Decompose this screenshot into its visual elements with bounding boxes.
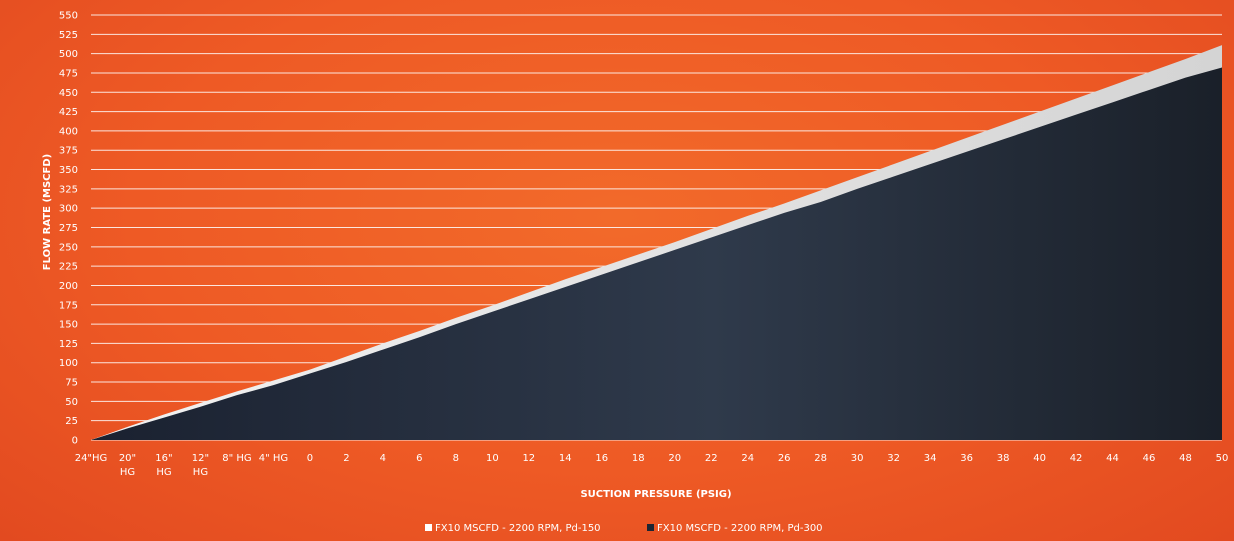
x-tick-label: 18 bbox=[632, 453, 645, 464]
y-tick-label: 225 bbox=[59, 262, 78, 273]
x-tick-label: 4" HG bbox=[259, 453, 288, 464]
y-tick-label: 150 bbox=[59, 320, 78, 331]
x-tick-label: 8 bbox=[453, 453, 459, 464]
series-areas bbox=[91, 45, 1222, 441]
x-tick-label: 6 bbox=[416, 453, 422, 464]
x-tick-label: 24 bbox=[741, 453, 754, 464]
y-tick-label: 450 bbox=[59, 88, 78, 99]
x-tick-label: 8" HG bbox=[222, 453, 251, 464]
x-tick-label: 20 bbox=[668, 453, 681, 464]
y-tick-label: 50 bbox=[65, 397, 78, 408]
x-tick-label: 26 bbox=[778, 453, 791, 464]
x-tick-label: 16 bbox=[595, 453, 608, 464]
y-tick-labels: 0 25 50 75 100 125 150 175 200 225 250 275 300 325 350… bbox=[59, 11, 78, 447]
legend-label: FX10 MSCFD - 2200 RPM, Pd-150 bbox=[435, 523, 601, 534]
legend-swatch bbox=[425, 524, 432, 531]
x-tick-label: 44 bbox=[1106, 453, 1119, 464]
y-tick-label: 375 bbox=[59, 146, 78, 157]
y-tick-label: 100 bbox=[59, 358, 78, 369]
x-tick-label: 30 bbox=[851, 453, 864, 464]
y-tick-label: 525 bbox=[59, 30, 78, 41]
x-tick-label: 22 bbox=[705, 453, 718, 464]
y-tick-label: 400 bbox=[59, 126, 78, 137]
y-tick-label: 425 bbox=[59, 107, 78, 118]
legend-swatch bbox=[647, 524, 654, 531]
series-area-2 bbox=[91, 67, 1222, 440]
y-tick-label: 500 bbox=[59, 49, 78, 60]
y-tick-label: 300 bbox=[59, 204, 78, 215]
y-tick-label: 25 bbox=[65, 416, 78, 427]
y-tick-label: 175 bbox=[59, 300, 78, 311]
y-tick-label: 550 bbox=[59, 11, 78, 22]
x-tick-label: 32 bbox=[887, 453, 900, 464]
x-tick-label: 50 bbox=[1216, 453, 1229, 464]
y-tick-label: 250 bbox=[59, 242, 78, 253]
y-tick-label: 125 bbox=[59, 339, 78, 350]
y-tick-label: 200 bbox=[59, 281, 78, 292]
x-tick-label: 24"HG bbox=[75, 453, 108, 464]
y-tick-label: 350 bbox=[59, 165, 78, 176]
x-tick-label: 4 bbox=[380, 453, 386, 464]
x-tick-label: 12" HG bbox=[192, 453, 209, 478]
y-tick-label: 275 bbox=[59, 223, 78, 234]
y-tick-label: 325 bbox=[59, 184, 78, 195]
x-tick-label: 12 bbox=[522, 453, 535, 464]
legend-label: FX10 MSCFD - 2200 RPM, Pd-300 bbox=[657, 523, 823, 534]
x-tick-label: 2 bbox=[343, 453, 349, 464]
x-tick-label: 42 bbox=[1070, 453, 1083, 464]
x-tick-label: 0 bbox=[307, 453, 313, 464]
x-tick-label: 36 bbox=[960, 453, 973, 464]
x-tick-label: 48 bbox=[1179, 453, 1192, 464]
x-tick-label: 38 bbox=[997, 453, 1010, 464]
x-tick-label: 46 bbox=[1143, 453, 1156, 464]
x-tick-label: 14 bbox=[559, 453, 572, 464]
x-tick-label: 20" HG bbox=[119, 453, 136, 478]
x-tick-label: 16" HG bbox=[155, 453, 172, 478]
legend: FX10 MSCFD - 2200 RPM, Pd-150 FX10 MSCFD … bbox=[425, 523, 823, 534]
y-tick-label: 475 bbox=[59, 68, 78, 79]
x-tick-label: 28 bbox=[814, 453, 827, 464]
legend-item-1: FX10 MSCFD - 2200 RPM, Pd-150 bbox=[425, 523, 601, 534]
y-axis-title: FLOW RATE (MSCFD) bbox=[42, 154, 53, 270]
y-tick-label: 0 bbox=[72, 436, 78, 447]
y-tick-label: 75 bbox=[65, 378, 78, 389]
x-axis-title: SUCTION PRESSURE (PSIG) bbox=[580, 489, 731, 500]
legend-item-2: FX10 MSCFD - 2200 RPM, Pd-300 bbox=[647, 523, 823, 534]
x-tick-label: 34 bbox=[924, 453, 937, 464]
x-tick-label: 40 bbox=[1033, 453, 1046, 464]
x-tick-label: 10 bbox=[486, 453, 499, 464]
